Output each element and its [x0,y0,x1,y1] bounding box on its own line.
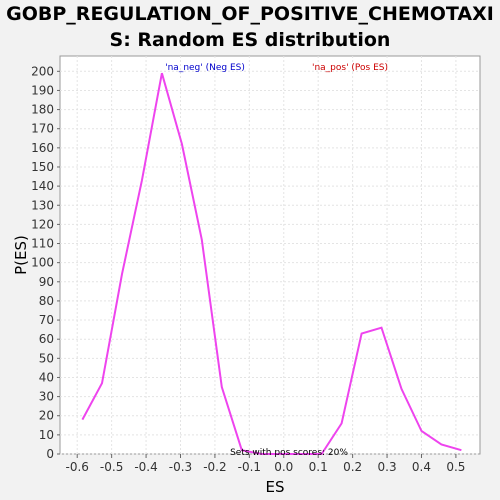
y-tick-label: 10 [39,428,54,442]
legend-pos: 'na_pos' (Pos ES) [312,63,388,73]
y-tick-label: 30 [39,390,54,404]
x-tick-label: 0.3 [378,460,397,474]
y-tick-label: 120 [31,217,54,231]
x-tick-label: -0.1 [238,460,261,474]
y-tick-label: 160 [31,141,54,155]
plot-area [59,55,481,455]
y-tick-label: 180 [31,103,54,117]
y-tick-label: 60 [39,332,54,346]
x-tick-label: 0.4 [412,460,431,474]
y-tick-label: 200 [31,64,54,78]
y-tick-label: 20 [39,409,54,423]
y-tick-label: 150 [31,160,54,174]
x-tick-label: 0.0 [274,460,293,474]
y-tick-label: 190 [31,83,54,97]
legend-neg: 'na_neg' (Neg ES) [165,63,245,73]
y-tick-label: 110 [31,237,54,251]
y-tick-label: 140 [31,179,54,193]
y-tick-label: 0 [46,447,54,461]
pos-scores-annotation: Sets with pos scores: 20% [230,448,348,458]
y-axis: 0 10 20 30 40 50 60 70 80 90 100 110 120 130 140 150 160… [31,64,60,461]
x-tick-label: -0.6 [66,460,89,474]
y-tick-label: 70 [39,313,54,327]
y-tick-label: 130 [31,198,54,212]
x-tick-label: 0.2 [343,460,362,474]
grid [60,56,480,455]
chart-title: GOBP_REGULATION_OF_POSITIVE_CHEMOTAXI S:… [0,1,500,53]
x-tick-label: -0.4 [134,460,157,474]
x-tick-label: 0.5 [446,460,465,474]
x-tick-label: -0.5 [100,460,123,474]
x-tick-label: -0.3 [169,460,192,474]
chart-title-line-1: GOBP_REGULATION_OF_POSITIVE_CHEMOTAXI [6,3,494,25]
y-tick-label: 100 [31,256,54,270]
y-tick-label: 170 [31,122,54,136]
x-tick-label: -0.2 [203,460,226,474]
y-tick-label: 90 [39,275,54,289]
chart-title-line-2: S: Random ES distribution [109,29,391,51]
y-tick-label: 50 [39,351,54,365]
y-tick-label: 40 [39,370,54,384]
y-tick-label: 80 [39,294,54,308]
x-tick-label: 0.1 [309,460,328,474]
x-axis: -0.6 -0.5 -0.4 -0.3 -0.2 -0.1 0.0 0.1 0.2 0.3 0.4 0… [66,454,465,474]
series-line [81,72,462,455]
y-axis-label: P(ES) [12,235,30,275]
x-axis-label: ES [266,478,285,496]
